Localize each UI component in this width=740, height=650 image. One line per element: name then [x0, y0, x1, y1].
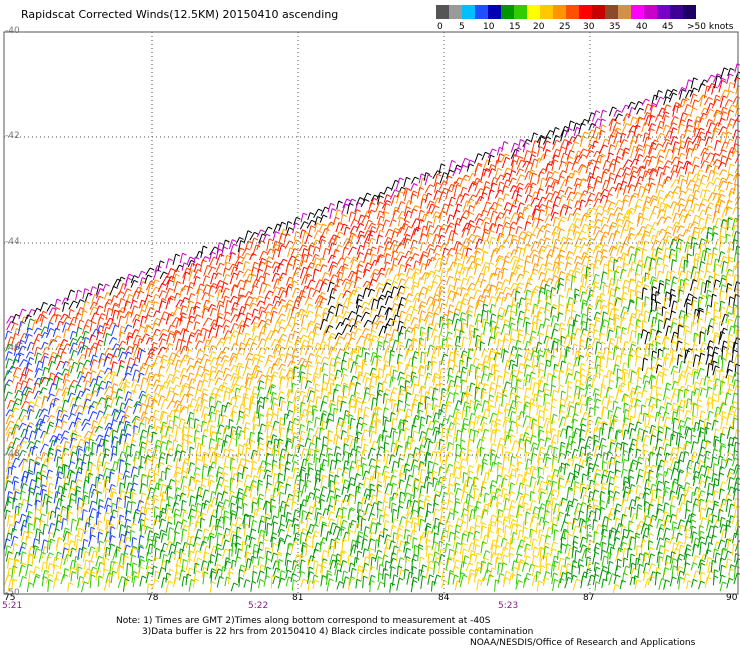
- colorbar-labels: 0 5 10 15 20 25 30 35 40 45 >50 knots: [430, 22, 740, 34]
- wind-speed-colorbar: [436, 5, 696, 19]
- colorbar-label: 45: [662, 22, 674, 32]
- colorbar-swatch: [553, 5, 566, 19]
- colorbar-label: 15: [509, 22, 521, 32]
- colorbar-swatch: [475, 5, 488, 19]
- colorbar-swatch: [644, 5, 657, 19]
- colorbar-swatch: [657, 5, 670, 19]
- colorbar-label: 5: [459, 22, 465, 32]
- time-label: 5:21: [2, 601, 23, 611]
- colorbar-swatch: [618, 5, 631, 19]
- latitude-label: -48: [5, 449, 20, 459]
- colorbar-swatch: [449, 5, 462, 19]
- colorbar-label: 0: [437, 22, 443, 32]
- colorbar-label: >50 knots: [687, 22, 734, 32]
- credit-line: NOAA/NESDIS/Office of Research and Appli…: [470, 638, 696, 648]
- time-label: 5:22: [248, 601, 269, 611]
- longitude-label: 84: [438, 593, 450, 603]
- colorbar-swatch: [462, 5, 475, 19]
- colorbar-label: 35: [609, 22, 621, 32]
- footnote-line-2: 3)Data buffer is 22 hrs from 20150410 4)…: [142, 627, 534, 637]
- colorbar-swatch: [579, 5, 592, 19]
- colorbar-label: 25: [559, 22, 571, 32]
- colorbar-swatch: [436, 5, 449, 19]
- colorbar-swatch: [527, 5, 540, 19]
- colorbar-label: 30: [583, 22, 595, 32]
- latitude-label: -44: [5, 237, 20, 247]
- time-label: 5:23: [498, 601, 519, 611]
- latitude-label: -46: [5, 343, 20, 353]
- footnote-line-1: Note: 1) Times are GMT 2)Times along bot…: [116, 616, 491, 626]
- colorbar-swatch: [670, 5, 683, 19]
- colorbar-swatch: [592, 5, 605, 19]
- longitude-label: 87: [583, 593, 595, 603]
- colorbar-swatch: [501, 5, 514, 19]
- footnotes: Note: 1) Times are GMT 2)Times along bot…: [116, 616, 533, 638]
- map-title: Rapidscat Corrected Winds(12.5KM) 201504…: [21, 8, 339, 21]
- wind-barbs-layer: [3, 63, 740, 594]
- lat-lon-grid: [4, 32, 738, 594]
- colorbar-swatch: [488, 5, 501, 19]
- longitude-label: 75: [4, 593, 16, 603]
- colorbar-label: 10: [483, 22, 495, 32]
- longitude-label: 78: [147, 593, 159, 603]
- latitude-label: -40: [5, 26, 20, 36]
- longitude-label: 90: [726, 593, 738, 603]
- colorbar-swatch: [605, 5, 618, 19]
- latitude-label: -50: [5, 588, 20, 598]
- colorbar-label: 40: [636, 22, 648, 32]
- colorbar-swatch: [683, 5, 696, 19]
- latitude-label: -42: [5, 131, 20, 141]
- colorbar-label: 20: [533, 22, 545, 32]
- colorbar-swatch: [631, 5, 644, 19]
- colorbar-swatch: [566, 5, 579, 19]
- colorbar-swatch: [540, 5, 553, 19]
- colorbar-swatch: [514, 5, 527, 19]
- plot-frame: [3, 31, 739, 595]
- longitude-label: 81: [292, 593, 304, 603]
